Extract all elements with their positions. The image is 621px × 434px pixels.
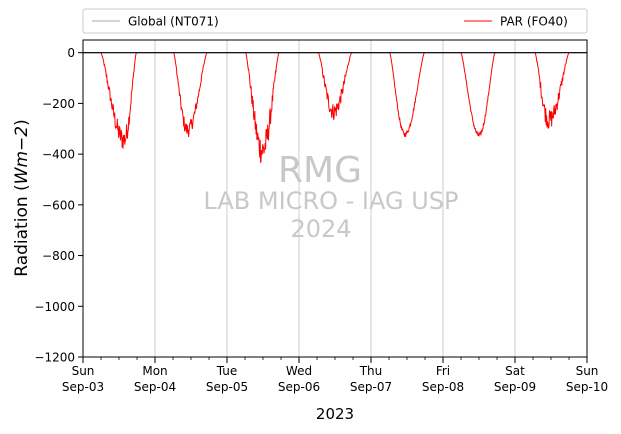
- y-axis: 0 −200 −400 −600 −800 −1000 −1200: [34, 46, 83, 365]
- y-tick-label: −800: [42, 249, 75, 263]
- y-axis-label: Radiation (Wm−2): [12, 119, 32, 276]
- x-tick-date: Sep-05: [206, 380, 248, 394]
- gridlines: [154, 40, 516, 357]
- x-tick-day: Mon: [142, 364, 167, 378]
- y-tick-label: −400: [42, 148, 75, 162]
- y-tick-label: −1000: [34, 300, 75, 314]
- y-tick-label: 0: [67, 46, 75, 60]
- x-tick-date: Sep-08: [422, 380, 464, 394]
- x-tick-date: Sep-07: [350, 380, 392, 394]
- x-tick-date: Sep-06: [278, 380, 320, 394]
- x-tick-day: Fri: [436, 364, 450, 378]
- x-tick-day: Tue: [216, 364, 238, 378]
- x-tick-day: Sun: [72, 364, 95, 378]
- watermark-line-3: 2024: [290, 215, 351, 243]
- y-tick-label: −1200: [34, 351, 75, 365]
- watermark: RMG LAB MICRO - IAG USP 2024: [203, 150, 458, 243]
- x-tick-day: Thu: [359, 364, 383, 378]
- y-tick-label: −200: [42, 97, 75, 111]
- x-axis: Sun Sep-03 Mon Sep-04 Tue Sep-05 Wed Sep-06 Thu S…: [62, 357, 608, 394]
- y-tick-label: −600: [42, 198, 75, 212]
- watermark-line-2: LAB MICRO - IAG USP: [203, 187, 458, 215]
- x-tick-day: Sun: [576, 364, 599, 378]
- legend: Global (NT071) PAR (FO40): [82, 8, 588, 34]
- x-tick-date: Sep-04: [134, 380, 176, 394]
- series-line-par: [83, 52, 587, 163]
- x-tick-day: Sat: [505, 364, 525, 378]
- legend-label-par: PAR (FO40): [500, 15, 568, 29]
- series-group: [83, 52, 587, 163]
- legend-label-global: Global (NT071): [128, 15, 219, 29]
- watermark-line-1: RMG: [278, 150, 362, 191]
- x-axis-label: 2023: [316, 405, 354, 423]
- x-tick-date: Sep-03: [62, 380, 104, 394]
- x-tick-date: Sep-09: [494, 380, 536, 394]
- x-tick-day: Wed: [286, 364, 312, 378]
- x-tick-date: Sep-10: [566, 380, 608, 394]
- legend-box: [82, 8, 588, 34]
